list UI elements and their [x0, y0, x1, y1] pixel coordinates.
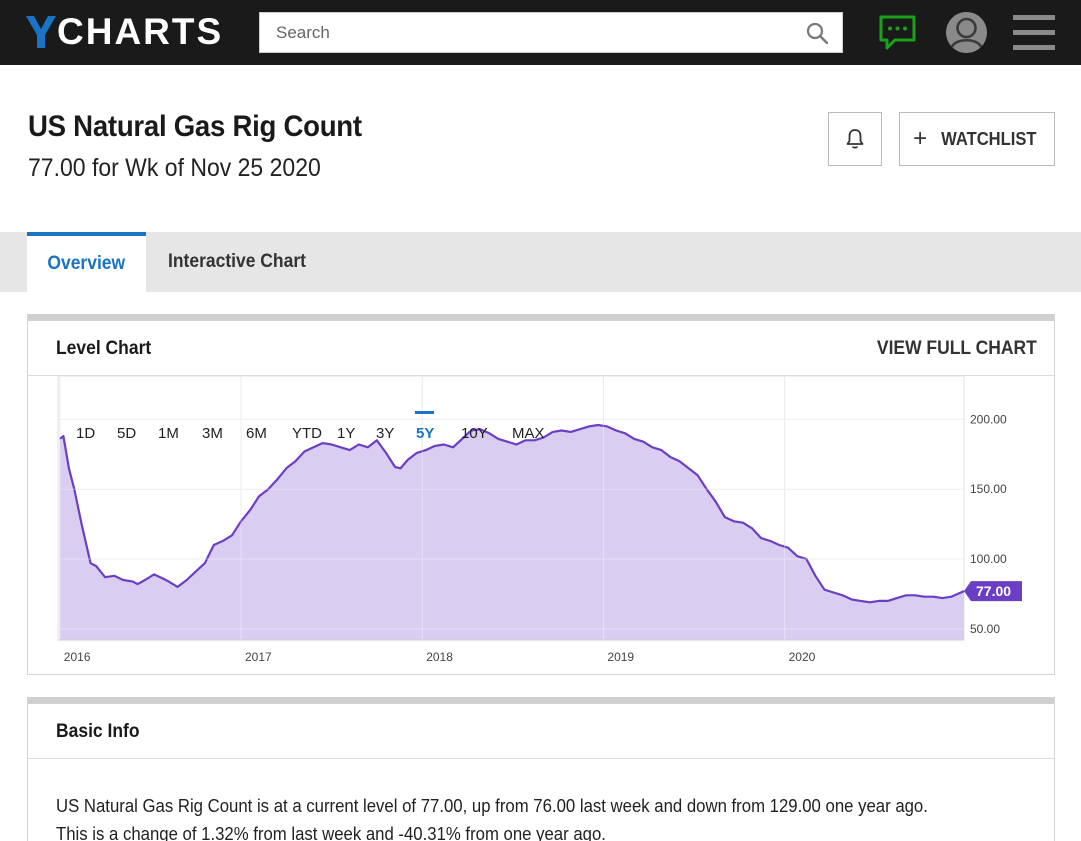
- basic-info-line-2: This is a change of 1.32% from last week…: [56, 824, 606, 841]
- y-tick-label: 150.00: [970, 482, 1007, 496]
- page-title: US Natural Gas Rig Count: [28, 110, 362, 143]
- user-icon: [946, 12, 987, 53]
- tab-interactive-chart[interactable]: Interactive Chart: [146, 232, 328, 292]
- tab-interactive-chart-label: Interactive Chart: [168, 251, 306, 272]
- range-button-3y[interactable]: 3Y: [376, 425, 394, 442]
- x-tick-label: 2018: [426, 650, 453, 664]
- range-button-6m[interactable]: 6M: [246, 425, 267, 442]
- series-line: [59, 423, 965, 604]
- alert-button[interactable]: [828, 112, 882, 166]
- basic-info-text: US Natural Gas Rig Count is at a current…: [56, 792, 1036, 841]
- basic-info-line-1: US Natural Gas Rig Count is at a current…: [56, 796, 928, 816]
- level-chart-header: Level Chart VIEW FULL CHART: [28, 321, 1054, 376]
- ycharts-logo[interactable]: CHARTS: [26, 11, 224, 52]
- logo-y-mark: [26, 16, 56, 48]
- range-button-5d[interactable]: 5D: [117, 425, 136, 442]
- range-button-1d[interactable]: 1D: [76, 425, 95, 442]
- top-nav: CHARTS: [0, 0, 1081, 65]
- current-value-label: 77.00: [976, 583, 1011, 599]
- logo-text: CHARTS: [57, 11, 224, 52]
- range-button-3m[interactable]: 3M: [202, 425, 223, 442]
- x-tick-label: 2017: [245, 650, 272, 664]
- view-full-chart-link[interactable]: VIEW FULL CHART: [877, 338, 1037, 359]
- range-button-1y[interactable]: 1Y: [337, 425, 355, 442]
- level-chart: 50.00 100.00 150.00 200.00 2016 2017 2018 2019 2…: [57, 376, 1022, 664]
- level-chart-title: Level Chart: [56, 338, 152, 359]
- y-tick-label: 200.00: [970, 412, 1007, 426]
- x-tick-label: 2019: [607, 650, 634, 664]
- x-tick-label: 2020: [789, 650, 816, 664]
- current-value-marker: [964, 581, 1022, 602]
- chat-icon[interactable]: [879, 15, 916, 50]
- basic-info-title: Basic Info: [56, 721, 140, 742]
- y-tick-label: 100.00: [970, 552, 1007, 566]
- tab-overview-label: Overview: [47, 253, 126, 274]
- x-tick-label: 2016: [64, 650, 91, 664]
- y-tick-label: 50.00: [970, 622, 1000, 636]
- range-button-max[interactable]: MAX: [512, 425, 545, 442]
- basic-info-card: Basic Info US Natural Gas Rig Count is a…: [27, 697, 1055, 841]
- active-range-indicator: [415, 411, 434, 414]
- range-button-10y[interactable]: 10Y: [461, 425, 488, 442]
- range-button-5y[interactable]: 5Y: [416, 425, 434, 442]
- range-button-1m[interactable]: 1M: [158, 425, 179, 442]
- add-to-watchlist-button[interactable]: + WATCHLIST: [899, 112, 1055, 166]
- page-subtitle: 77.00 for Wk of Nov 25 2020: [28, 154, 321, 182]
- search-input[interactable]: [260, 13, 800, 52]
- range-button-ytd[interactable]: YTD: [292, 425, 322, 442]
- series-area: [59, 425, 965, 640]
- basic-info-header: Basic Info: [28, 704, 1054, 759]
- avatar[interactable]: [946, 12, 987, 53]
- watchlist-label: WATCHLIST: [941, 128, 1037, 149]
- bell-icon: [846, 129, 864, 149]
- hamburger-menu-icon[interactable]: [1013, 14, 1055, 51]
- search-icon[interactable]: [806, 22, 828, 44]
- tab-overview[interactable]: Overview: [27, 232, 146, 292]
- level-chart-card: Level Chart VIEW FULL CHART 50.00 100.00 1…: [27, 314, 1055, 675]
- plus-icon: +: [913, 125, 928, 152]
- search-box[interactable]: [259, 12, 843, 53]
- tab-bar: Overview Interactive Chart: [0, 232, 1081, 292]
